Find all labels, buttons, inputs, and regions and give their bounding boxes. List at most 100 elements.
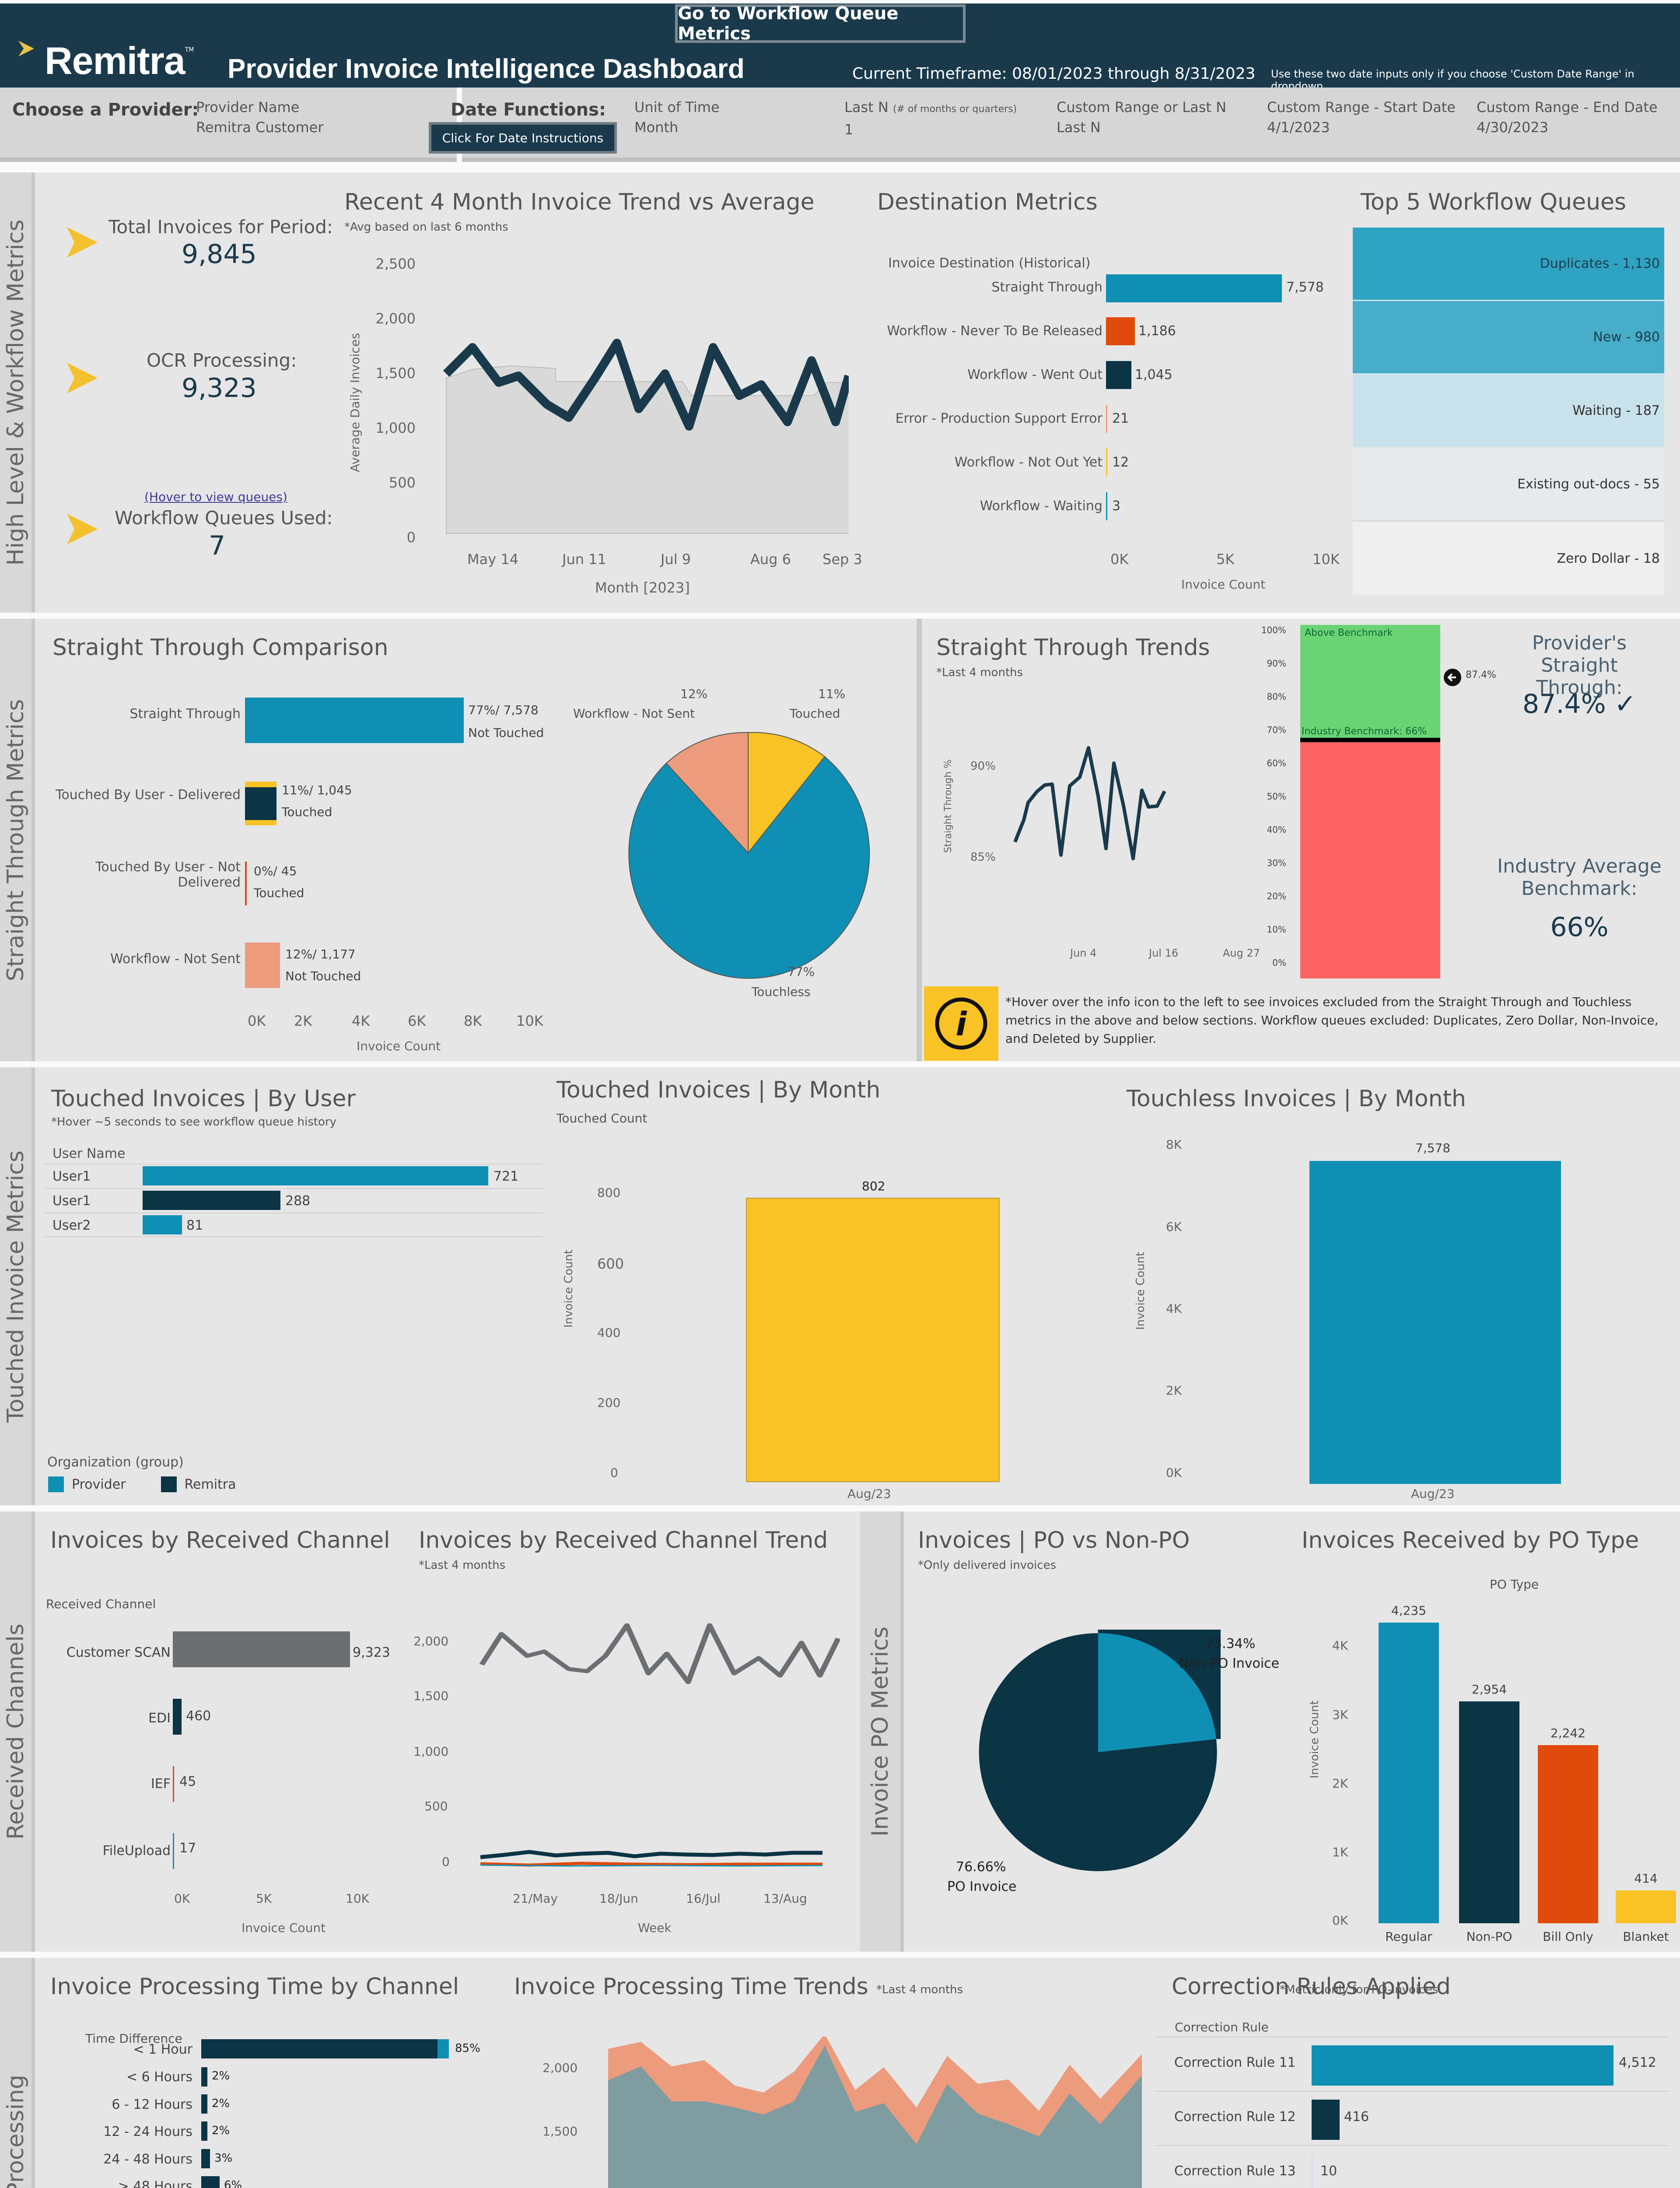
st-trend-line-chart[interactable] <box>1006 663 1251 890</box>
provider-label: Choose a Provider: <box>12 100 199 120</box>
bar-waiting[interactable] <box>1106 492 1107 520</box>
po-type-bar-chart: 4,235 Regular 2,954 Non-PO 2,242 Bill On… <box>1363 1511 1678 1953</box>
unit-label: Unit of Time <box>634 99 720 116</box>
end-date-value: 4/30/2023 <box>1477 119 1549 136</box>
bar-edi[interactable] <box>173 1699 182 1735</box>
section-label-touched: Touched Invoice Metrics <box>0 1067 35 1505</box>
bar-user1-provider[interactable] <box>143 1166 488 1185</box>
bar-never-released[interactable] <box>1106 317 1135 345</box>
bar-customer-scan[interactable] <box>173 1631 350 1667</box>
channel-trend-line-chart[interactable] <box>477 1581 840 1870</box>
workflow-queues-label: Workflow Queues Used: <box>115 507 333 529</box>
start-date-label: Custom Range - Start Date <box>1267 99 1456 116</box>
section-label-po: Invoice PO Metrics <box>860 1511 904 1952</box>
bar-user1-remitra[interactable] <box>143 1191 280 1210</box>
st-pie-chart[interactable] <box>626 726 871 980</box>
bar-st-straight-through[interactable] <box>245 698 464 743</box>
bar-rule-12[interactable] <box>1312 2100 1340 2140</box>
bar-regular[interactable] <box>1379 1623 1439 1923</box>
bar-gt-48-hours[interactable] <box>201 2176 220 2188</box>
touched-user-legend: Provider Remitra <box>48 1476 236 1492</box>
section-label-processing: Invoice Processing <box>0 1958 35 2188</box>
queue-zero-dollar[interactable]: Zero Dollar - 18 <box>1353 522 1664 595</box>
ocr-processing-label: OCR Processing: <box>147 350 297 371</box>
queue-existing-out-docs[interactable]: Existing out-docs - 55 <box>1353 448 1664 522</box>
logo-trademark: TM <box>185 46 194 53</box>
bar-6-12-hours[interactable] <box>201 2094 207 2114</box>
bar-bill-only[interactable] <box>1538 1745 1598 1923</box>
industry-avg-value: 66% <box>1550 912 1609 943</box>
custom-or-last-n-label: Custom Range or Last N <box>1057 99 1227 116</box>
arrow-icon <box>67 363 98 393</box>
bar-rule-11[interactable] <box>1312 2045 1614 2086</box>
bar-not-out-yet[interactable] <box>1106 449 1107 477</box>
touched-user-title: Touched Invoices | By User <box>51 1086 356 1112</box>
date-instructions-button[interactable]: Click For Date Instructions <box>429 122 617 154</box>
proc-time-bar-chart: < 1 Hour 85% < 6 Hours 2% 6 - 12 Hours 2… <box>0 1958 503 2188</box>
queue-waiting[interactable]: Waiting - 187 <box>1353 375 1664 448</box>
bar-straight-through[interactable] <box>1106 274 1282 302</box>
hover-view-queues-link[interactable]: (Hover to view queues) <box>144 490 287 504</box>
bar-prod-error[interactable] <box>1106 405 1107 433</box>
current-timeframe: Current Timeframe: 08/01/2023 through 8/… <box>852 65 1256 83</box>
bar-non-po[interactable] <box>1459 1701 1519 1923</box>
queue-duplicates[interactable]: Duplicates - 1,130 <box>1353 228 1664 301</box>
section-high-level: High Level & Workflow Metrics Total Invo… <box>0 166 1680 613</box>
info-circle-icon: i <box>935 997 987 1050</box>
bar-12-24-hours[interactable] <box>201 2121 207 2141</box>
queues-title: Top 5 Workflow Queues <box>1361 189 1627 215</box>
section-received-channels: Received Channels Invoice PO Metrics Inv… <box>0 1505 1680 1952</box>
bar-touched-aug23[interactable] <box>746 1198 1000 1482</box>
bar-touchless-aug23[interactable] <box>1309 1161 1561 1484</box>
bar-user2-provider[interactable] <box>143 1215 182 1234</box>
section-label-straight-through: Straight Through Metrics <box>0 619 35 1061</box>
proc-trend-area-chart[interactable] <box>606 2037 1144 2188</box>
trend-line-chart[interactable] <box>442 251 849 549</box>
bar-st-touched-delivered[interactable] <box>245 787 276 820</box>
trend-title: Recent 4 Month Invoice Trend vs Average <box>344 189 815 215</box>
custom-or-last-n-value: Last N <box>1057 119 1101 136</box>
provider-field-label: Provider Name <box>196 99 300 116</box>
unit-of-time-dropdown[interactable]: Unit of Time Month <box>634 97 720 137</box>
section-label-high-level: High Level & Workflow Metrics <box>0 172 35 613</box>
last-n-sublabel: (# of months or quarters) <box>892 104 1017 115</box>
bar-st-not-sent[interactable] <box>245 943 280 988</box>
bar-lt-1-hour[interactable] <box>201 2039 438 2058</box>
go-to-workflow-queue-metrics-button[interactable]: Go to Workflow Queue Metrics <box>675 4 966 44</box>
gauge-below-benchmark[interactable] <box>1300 742 1440 978</box>
bar-went-out[interactable] <box>1106 361 1131 389</box>
divider <box>917 619 922 1061</box>
info-icon[interactable]: i <box>924 986 998 1061</box>
bar-24-48-hours[interactable] <box>201 2149 210 2168</box>
st-compare-title: Straight Through Comparison <box>52 635 388 661</box>
custom-or-last-n-dropdown[interactable]: Custom Range or Last N Last N <box>1057 97 1226 137</box>
last-n-input[interactable]: Last N (# of months or quarters) 1 <box>844 97 1017 140</box>
provider-dropdown[interactable]: Provider Name Remitra Customer <box>196 97 323 137</box>
end-date-label: Custom Range - End Date <box>1477 99 1658 116</box>
st-trends-title: Straight Through Trends <box>936 635 1210 661</box>
correction-title: Correction Rules Applied <box>1172 1974 1451 2000</box>
bar-blanket[interactable] <box>1616 1890 1676 1923</box>
proc-trend-title: Invoice Processing Time Trends <box>514 1974 868 2000</box>
bar-lt-6-hours[interactable] <box>201 2067 207 2086</box>
queue-new[interactable]: New - 980 <box>1353 301 1664 375</box>
queues-treemap: Duplicates - 1,130 New - 980 Waiting - 1… <box>1353 228 1664 600</box>
bar-st-touched-not-delivered[interactable] <box>245 862 247 905</box>
gauge-above-benchmark[interactable]: Above Benchmark <box>1300 625 1440 738</box>
destination-title: Destination Metrics <box>877 189 1098 215</box>
benchmark-line <box>1300 738 1440 742</box>
industry-avg-label: Industry Average Benchmark: <box>1497 855 1662 900</box>
arrow-icon <box>67 514 98 544</box>
section-straight-through: Straight Through Metrics Straight Throug… <box>0 613 1680 1061</box>
bar-ief[interactable] <box>173 1766 174 1802</box>
start-date-input[interactable]: Custom Range - Start Date 4/1/2023 <box>1267 97 1456 137</box>
unit-value: Month <box>634 119 679 136</box>
end-date-input[interactable]: Custom Range - End Date 4/30/2023 <box>1477 97 1658 137</box>
destination-header: Invoice Destination (Historical) <box>888 256 1091 271</box>
po-pie-chart[interactable] <box>976 1630 1221 1875</box>
info-text: *Hover over the info icon to the left to… <box>1005 995 1659 1046</box>
touched-month-title: Touched Invoices | By Month <box>556 1077 881 1103</box>
proc-time-title: Invoice Processing Time by Channel <box>50 1974 459 2000</box>
channel-trend-title: Invoices by Received Channel Trend <box>419 1527 828 1553</box>
bar-fileupload[interactable] <box>173 1833 174 1869</box>
